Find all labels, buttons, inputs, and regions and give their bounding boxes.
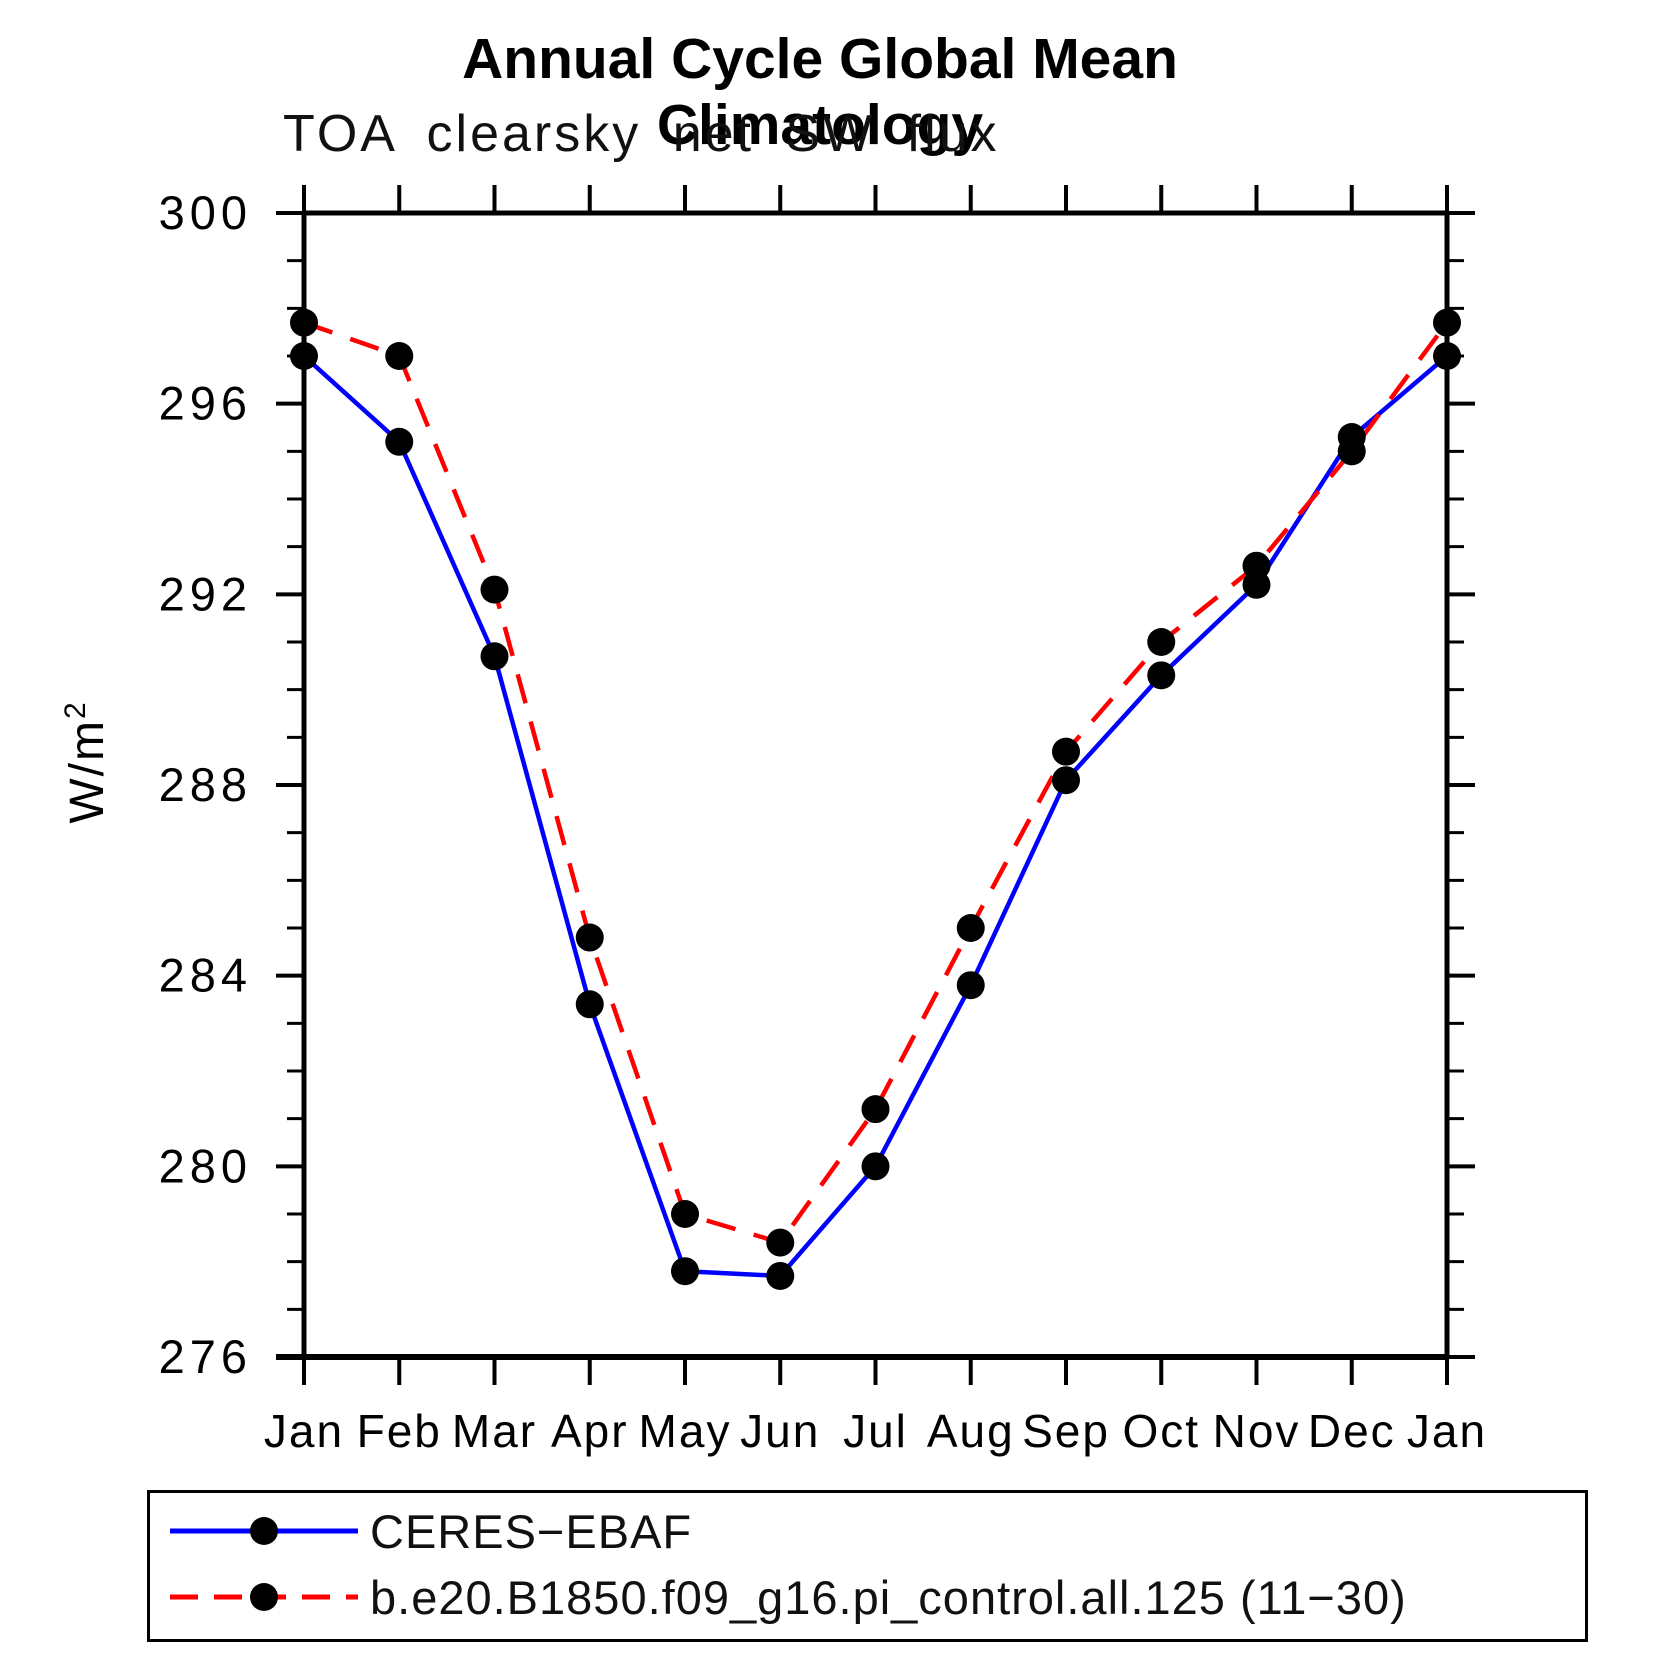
data-point-1-May [671, 1200, 699, 1228]
data-point-0-Jul [861, 1152, 890, 1181]
data-point-1-Aug [956, 914, 985, 942]
y-tick-label: 300 [159, 186, 252, 239]
data-point-0-May [671, 1257, 699, 1286]
data-point-1-Jan [1433, 308, 1461, 337]
data-point-0-Sep [1052, 766, 1080, 795]
x-tick-label: Sep [1022, 1405, 1110, 1457]
x-tick-label: May [639, 1405, 732, 1457]
legend-box: CERES−EBAF b.e20.B1850.f09_g16.pi_contro… [147, 1490, 1588, 1642]
data-point-1-Mar [480, 575, 509, 604]
legend-item-model: b.e20.B1850.f09_g16.pi_control.all.125 (… [160, 1567, 1407, 1627]
x-tick-label: Mar [452, 1405, 537, 1457]
y-tick-label: 292 [159, 567, 252, 620]
y-tick-label: 296 [159, 377, 252, 430]
y-tick-label: 284 [159, 949, 252, 1002]
x-tick-label: Oct [1122, 1405, 1200, 1457]
y-tick-label: 280 [159, 1139, 252, 1192]
data-point-1-Jul [861, 1095, 890, 1124]
x-tick-label: Jan [1407, 1405, 1487, 1457]
x-tick-label: Jun [740, 1405, 820, 1457]
legend-label-model: b.e20.B1850.f09_g16.pi_control.all.125 (… [370, 1570, 1407, 1624]
data-point-1-Feb [385, 342, 414, 370]
x-tick-label: Apr [551, 1405, 629, 1457]
legend-marker-dot [250, 1517, 278, 1545]
data-point-0-Jun [766, 1261, 795, 1290]
legend-item-ceres: CERES−EBAF [160, 1501, 692, 1561]
y-axis-title: W/m2 [59, 700, 114, 823]
data-point-0-Aug [956, 971, 985, 1000]
x-tick-label: Aug [927, 1405, 1015, 1457]
x-tick-label: Jul [843, 1405, 908, 1457]
y-tick-label: 288 [159, 758, 252, 811]
data-point-1-Jan [290, 308, 318, 337]
data-point-1-Apr [575, 923, 604, 952]
data-point-1-Sep [1052, 737, 1080, 766]
chart-title: Annual Cycle Global Mean Climatology [462, 27, 1178, 157]
x-tick-label: Dec [1308, 1405, 1396, 1457]
data-point-0-Oct [1147, 661, 1176, 690]
y-tick-label: 276 [159, 1330, 252, 1383]
data-point-1-Dec [1337, 437, 1366, 466]
x-tick-label: Nov [1213, 1405, 1301, 1457]
data-point-0-Feb [385, 427, 414, 456]
x-tick-label: Feb [357, 1405, 442, 1457]
series-line-0 [302, 354, 1449, 1279]
data-point-0-Apr [575, 990, 604, 1019]
legend-marker-dot [250, 1583, 278, 1611]
data-point-0-Jan [1433, 342, 1461, 370]
legend-label-ceres: CERES−EBAF [370, 1504, 693, 1558]
legend-sample-solid-line [170, 1517, 358, 1545]
x-tick-label: Jan [264, 1405, 344, 1457]
data-point-1-Oct [1147, 628, 1176, 656]
legend-sample-dashed-line [170, 1583, 358, 1611]
data-point-1-Jun [766, 1228, 795, 1257]
data-point-0-Jan [290, 342, 318, 370]
chart-subtitle: TOA clearsky net SW flux [283, 105, 1000, 163]
data-point-0-Mar [480, 642, 509, 671]
data-point-1-Nov [1242, 551, 1271, 580]
